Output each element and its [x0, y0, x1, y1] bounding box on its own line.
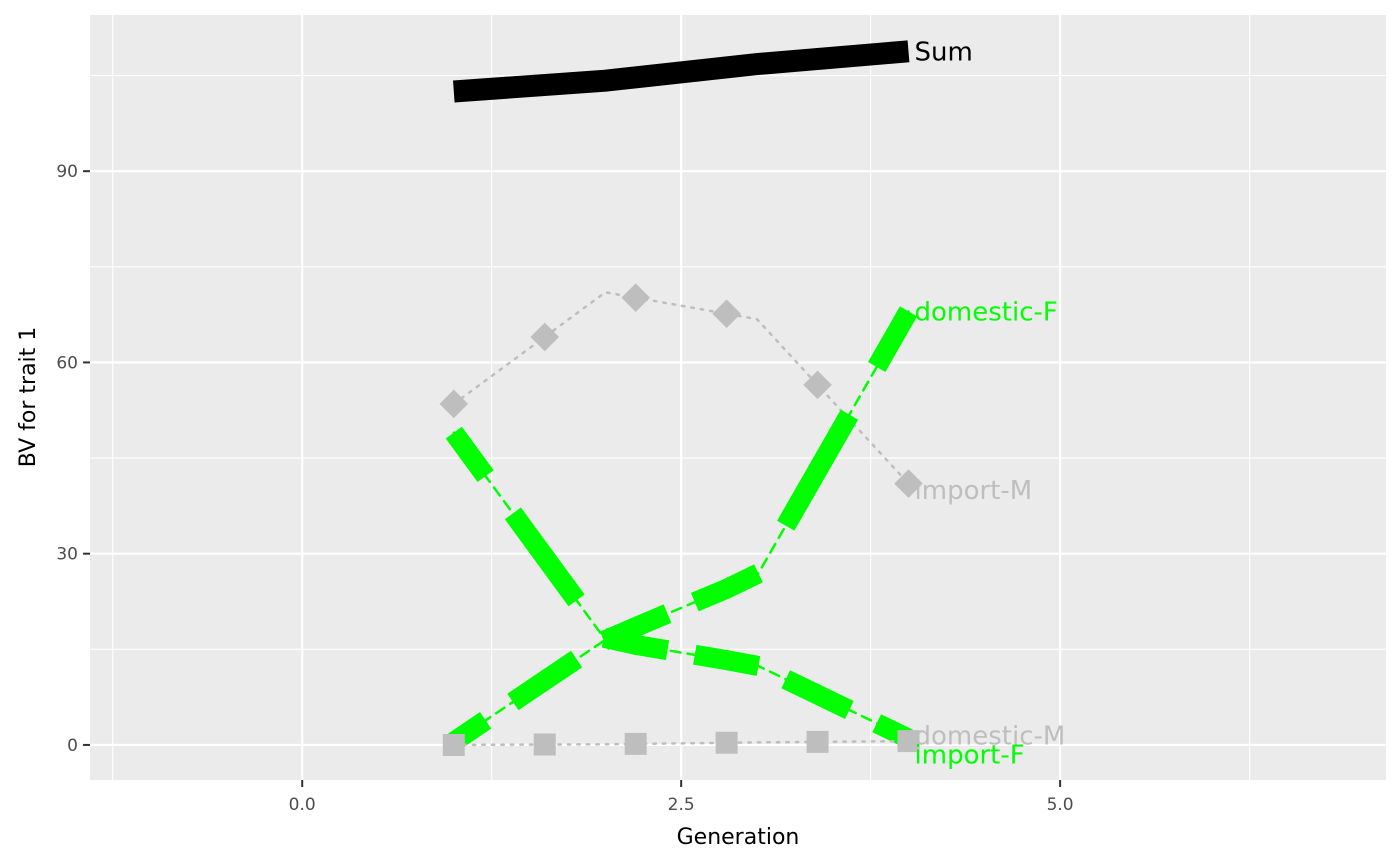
series-marker: [806, 730, 829, 753]
x-axis-title: Generation: [677, 825, 800, 850]
series-sum: [453, 40, 910, 103]
x-tick-label: 5.0: [1047, 795, 1074, 815]
series-marker: [781, 670, 854, 720]
series-marker: [712, 299, 741, 329]
series-marker: [897, 730, 920, 753]
label-sum: Sum: [915, 37, 973, 67]
axes: 0.0 2.5 5.0 0 30 60 90: [56, 162, 1073, 815]
series-marker: [439, 389, 469, 419]
label-import-m: import-M: [915, 476, 1033, 506]
series-marker: [777, 409, 859, 531]
series-marker: [624, 732, 647, 755]
y-axis-title: BV for trait 1: [16, 327, 41, 468]
series-marker: [693, 644, 761, 676]
series-marker: [601, 627, 670, 661]
series-line: [452, 290, 910, 485]
series-marker: [894, 469, 923, 498]
y-tick-label: 60: [56, 353, 78, 373]
series-marker: [803, 370, 832, 400]
x-tick-label: 2.5: [668, 795, 695, 815]
minor-gridlines: [90, 15, 1386, 780]
label-import-f: import-F: [915, 741, 1025, 771]
series-marker: [442, 733, 465, 756]
series-marker: [507, 650, 583, 711]
series-import-f: [445, 426, 913, 748]
series-marker: [621, 283, 650, 312]
y-tick-label: 90: [56, 162, 78, 182]
series-line: [452, 739, 910, 747]
series-layer: [439, 40, 923, 756]
label-domestic-f: domestic-F: [915, 297, 1058, 327]
y-tick-label: 30: [56, 545, 78, 565]
y-tick-label: 0: [67, 736, 78, 756]
series-import-m: [439, 283, 923, 498]
series-domestic-m: [442, 730, 920, 756]
series-marker: [445, 426, 494, 483]
series-marker: [504, 507, 585, 607]
series-line: [453, 40, 910, 103]
x-tick-label: 0.0: [289, 795, 316, 815]
series-marker: [715, 731, 738, 754]
series-marker: [533, 733, 556, 756]
series-marker: [530, 322, 560, 352]
series-marker: [690, 564, 763, 612]
label-domestic-m: domestic-M: [915, 721, 1066, 751]
series-marker: [868, 306, 918, 372]
